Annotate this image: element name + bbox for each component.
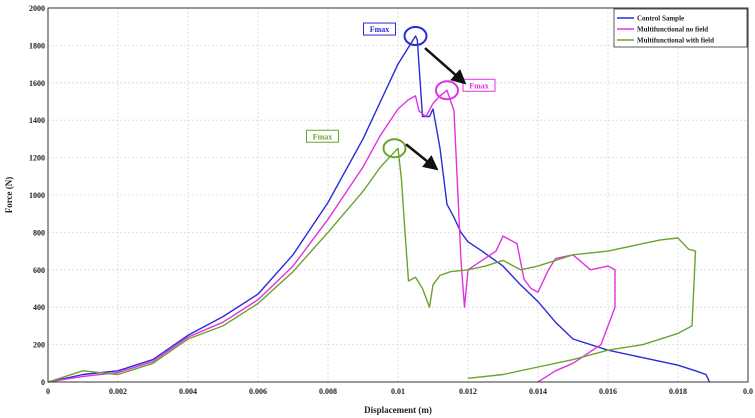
shift-arrow xyxy=(424,47,467,85)
y-tick-label: 0 xyxy=(41,378,45,387)
shift-arrow xyxy=(405,143,439,171)
legend-entry: Multifunctional with field xyxy=(637,37,714,45)
x-tick-label: 0.012 xyxy=(459,387,477,396)
fmax-circle xyxy=(382,138,407,159)
annotations-group: Fmax Fmax Fmax xyxy=(306,22,496,171)
fmax-circle xyxy=(403,26,428,47)
y-tick-label: 400 xyxy=(33,303,45,312)
fmax-label: Fmax xyxy=(469,81,489,90)
x-tick-label: 0.008 xyxy=(319,387,337,396)
x-tick-label: 0.004 xyxy=(179,387,197,396)
x-tick-label: 0.018 xyxy=(669,387,687,396)
y-tick-label: 1800 xyxy=(29,41,45,50)
y-tick-labels: 0 200 400 600 800 1000 1200 1400 1600 1800 2000 xyxy=(29,4,45,387)
fmax-label-box xyxy=(363,22,396,36)
series-line-3 xyxy=(47,147,697,383)
y-tick-label: 600 xyxy=(33,266,45,275)
series-line-2 xyxy=(47,89,616,383)
fmax-label: Fmax xyxy=(370,25,390,34)
fmax-label-box xyxy=(462,78,496,92)
series-line-1 xyxy=(47,35,711,383)
x-tick-label: 0.016 xyxy=(599,387,617,396)
y-tick-label: 1200 xyxy=(29,154,45,163)
plot-frame xyxy=(47,7,749,383)
x-tick-label: 0.0 xyxy=(743,387,753,396)
legend: Control Sample Multifunctional no field Mu… xyxy=(613,8,748,48)
x-tick-label: 0.006 xyxy=(249,387,267,396)
y-tick-label: 200 xyxy=(33,341,45,350)
x-axis-label: Displacement (m) xyxy=(364,405,432,415)
y-tick-label: 1000 xyxy=(29,191,45,200)
x-tick-label: 0.002 xyxy=(109,387,127,396)
x-tick-labels: 0 0.002 0.004 0.006 0.008 0.01 0.012 0.014 0.016… xyxy=(46,387,753,396)
y-tick-label: 1400 xyxy=(29,116,45,125)
legend-entry: Control Sample xyxy=(637,15,684,23)
y-tick-label: 1600 xyxy=(29,79,45,88)
fmax-circle xyxy=(435,80,459,101)
x-tick-label: 0.01 xyxy=(391,387,405,396)
fmax-label: Fmax xyxy=(313,132,333,141)
legend-entry: Multifunctional no field xyxy=(637,26,708,34)
y-tick-label: 2000 xyxy=(29,4,45,13)
series-group xyxy=(47,35,711,383)
y-axis-label: Force (N) xyxy=(4,177,14,214)
x-tick-label: 0.014 xyxy=(529,387,547,396)
fmax-label-box xyxy=(306,129,339,143)
legend-box xyxy=(613,8,748,48)
x-tick-label: 0 xyxy=(46,387,50,396)
y-tick-label: 800 xyxy=(33,228,45,237)
